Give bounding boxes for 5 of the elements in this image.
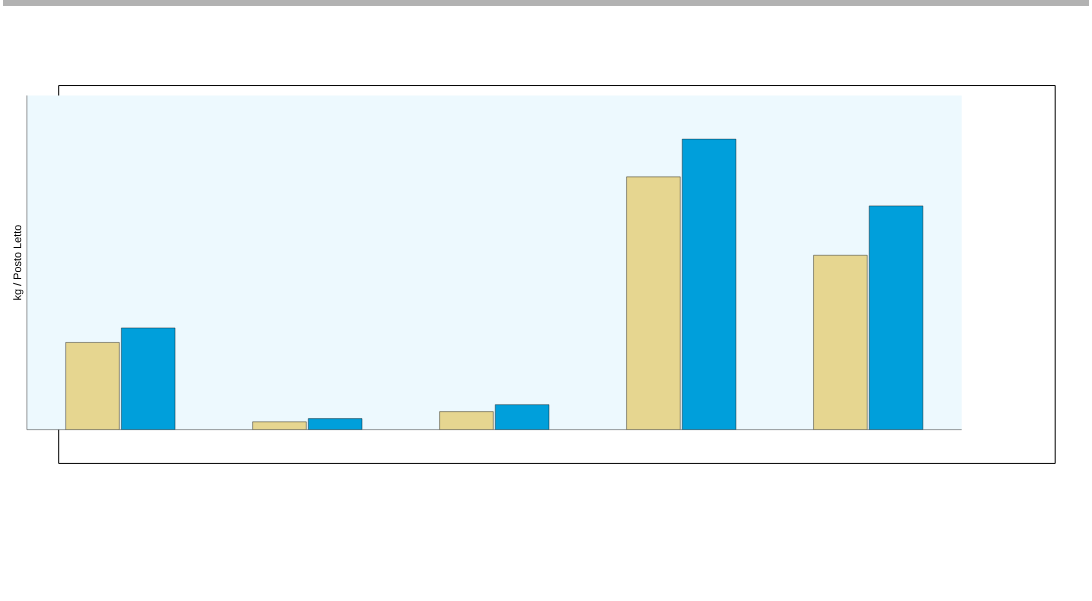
bar <box>65 342 120 430</box>
bar <box>439 411 494 430</box>
bar <box>813 255 868 430</box>
bar <box>626 176 681 430</box>
y-axis-title: kg / Posto Letto <box>13 225 24 300</box>
